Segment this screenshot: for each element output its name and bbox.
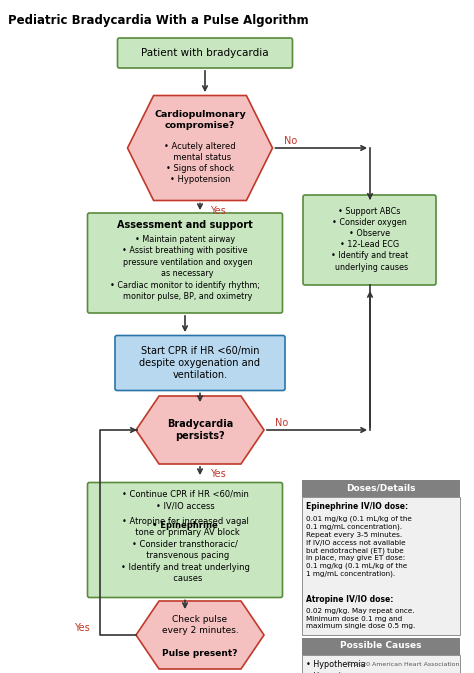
Text: Pediatric Bradycardia With a Pulse Algorithm: Pediatric Bradycardia With a Pulse Algor… [8,14,309,27]
Text: Yes: Yes [210,469,226,479]
Text: Yes: Yes [74,623,90,633]
Bar [302,638,460,655]
Bar [302,655,460,673]
Text: • Hypothermia
• Hypoxia
• Medications: • Hypothermia • Hypoxia • Medications [306,660,366,673]
Bar [302,497,460,635]
Bar [302,480,460,497]
FancyBboxPatch shape [118,38,292,68]
Text: No: No [284,136,297,146]
Text: Start CPR if HR <60/min
despite oxygenation and
ventilation.: Start CPR if HR <60/min despite oxygenat… [139,346,261,380]
Text: • Support ABCs
• Consider oxygen
• Observe
• 12-Lead ECG
• Identify and treat
  : • Support ABCs • Consider oxygen • Obser… [330,207,409,271]
Text: • Atropine for increased vagal
  tone or primary AV block
• Consider transthorac: • Atropine for increased vagal tone or p… [120,517,249,583]
Text: 0.02 mg/kg. May repeat once.
Minimum dose 0.1 mg and
maximum single dose 0.5 mg.: 0.02 mg/kg. May repeat once. Minimum dos… [306,608,415,629]
Polygon shape [128,96,273,201]
Text: Atropine IV/IO dose:: Atropine IV/IO dose: [306,595,393,604]
Text: Cardiopulmonary
compromise?: Cardiopulmonary compromise? [154,110,246,130]
Text: No: No [275,418,289,428]
FancyBboxPatch shape [303,195,436,285]
Text: • Epinephrine: • Epinephrine [152,522,218,530]
FancyBboxPatch shape [88,213,283,313]
Text: © 2020 American Heart Association: © 2020 American Heart Association [346,662,460,667]
FancyBboxPatch shape [115,336,285,390]
Text: • Maintain patent airway
• Assist breathing with positive
  pressure ventilation: • Maintain patent airway • Assist breath… [110,235,260,301]
Text: Epinephrine IV/IO dose:: Epinephrine IV/IO dose: [306,502,408,511]
Polygon shape [136,601,264,669]
Text: Check pulse
every 2 minutes.: Check pulse every 2 minutes. [162,615,238,635]
Text: 0.01 mg/kg (0.1 mL/kg of the
0.1 mg/mL concentration).
Repeat every 3-5 minutes.: 0.01 mg/kg (0.1 mL/kg of the 0.1 mg/mL c… [306,516,412,577]
Text: Assessment and support: Assessment and support [117,220,253,230]
Text: Bradycardia
persists?: Bradycardia persists? [167,419,233,441]
Text: Pulse present?: Pulse present? [162,649,238,658]
Text: Patient with bradycardia: Patient with bradycardia [141,48,269,58]
Text: Yes: Yes [210,205,226,215]
Polygon shape [136,396,264,464]
Text: • Continue CPR if HR <60/min
• IV/IO access: • Continue CPR if HR <60/min • IV/IO acc… [121,490,248,510]
FancyBboxPatch shape [88,483,283,598]
Text: Possible Causes: Possible Causes [340,641,422,651]
Text: Doses/Details: Doses/Details [346,483,416,493]
Text: • Acutely altered
  mental status
• Signs of shock
• Hypotension: • Acutely altered mental status • Signs … [164,142,236,184]
